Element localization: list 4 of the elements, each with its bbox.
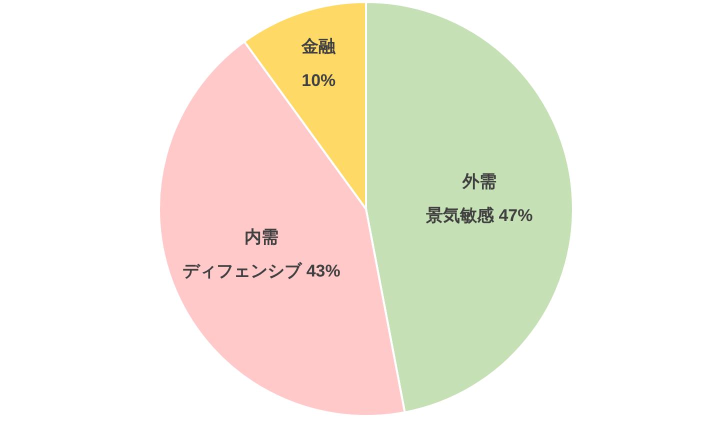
slice-label: 内需ディフェンシブ 43% — [182, 228, 340, 281]
slice-label: 外需景気敏感 47% — [424, 172, 533, 225]
data-label: 10% — [302, 70, 336, 90]
slice-label: 金融 — [300, 36, 337, 56]
